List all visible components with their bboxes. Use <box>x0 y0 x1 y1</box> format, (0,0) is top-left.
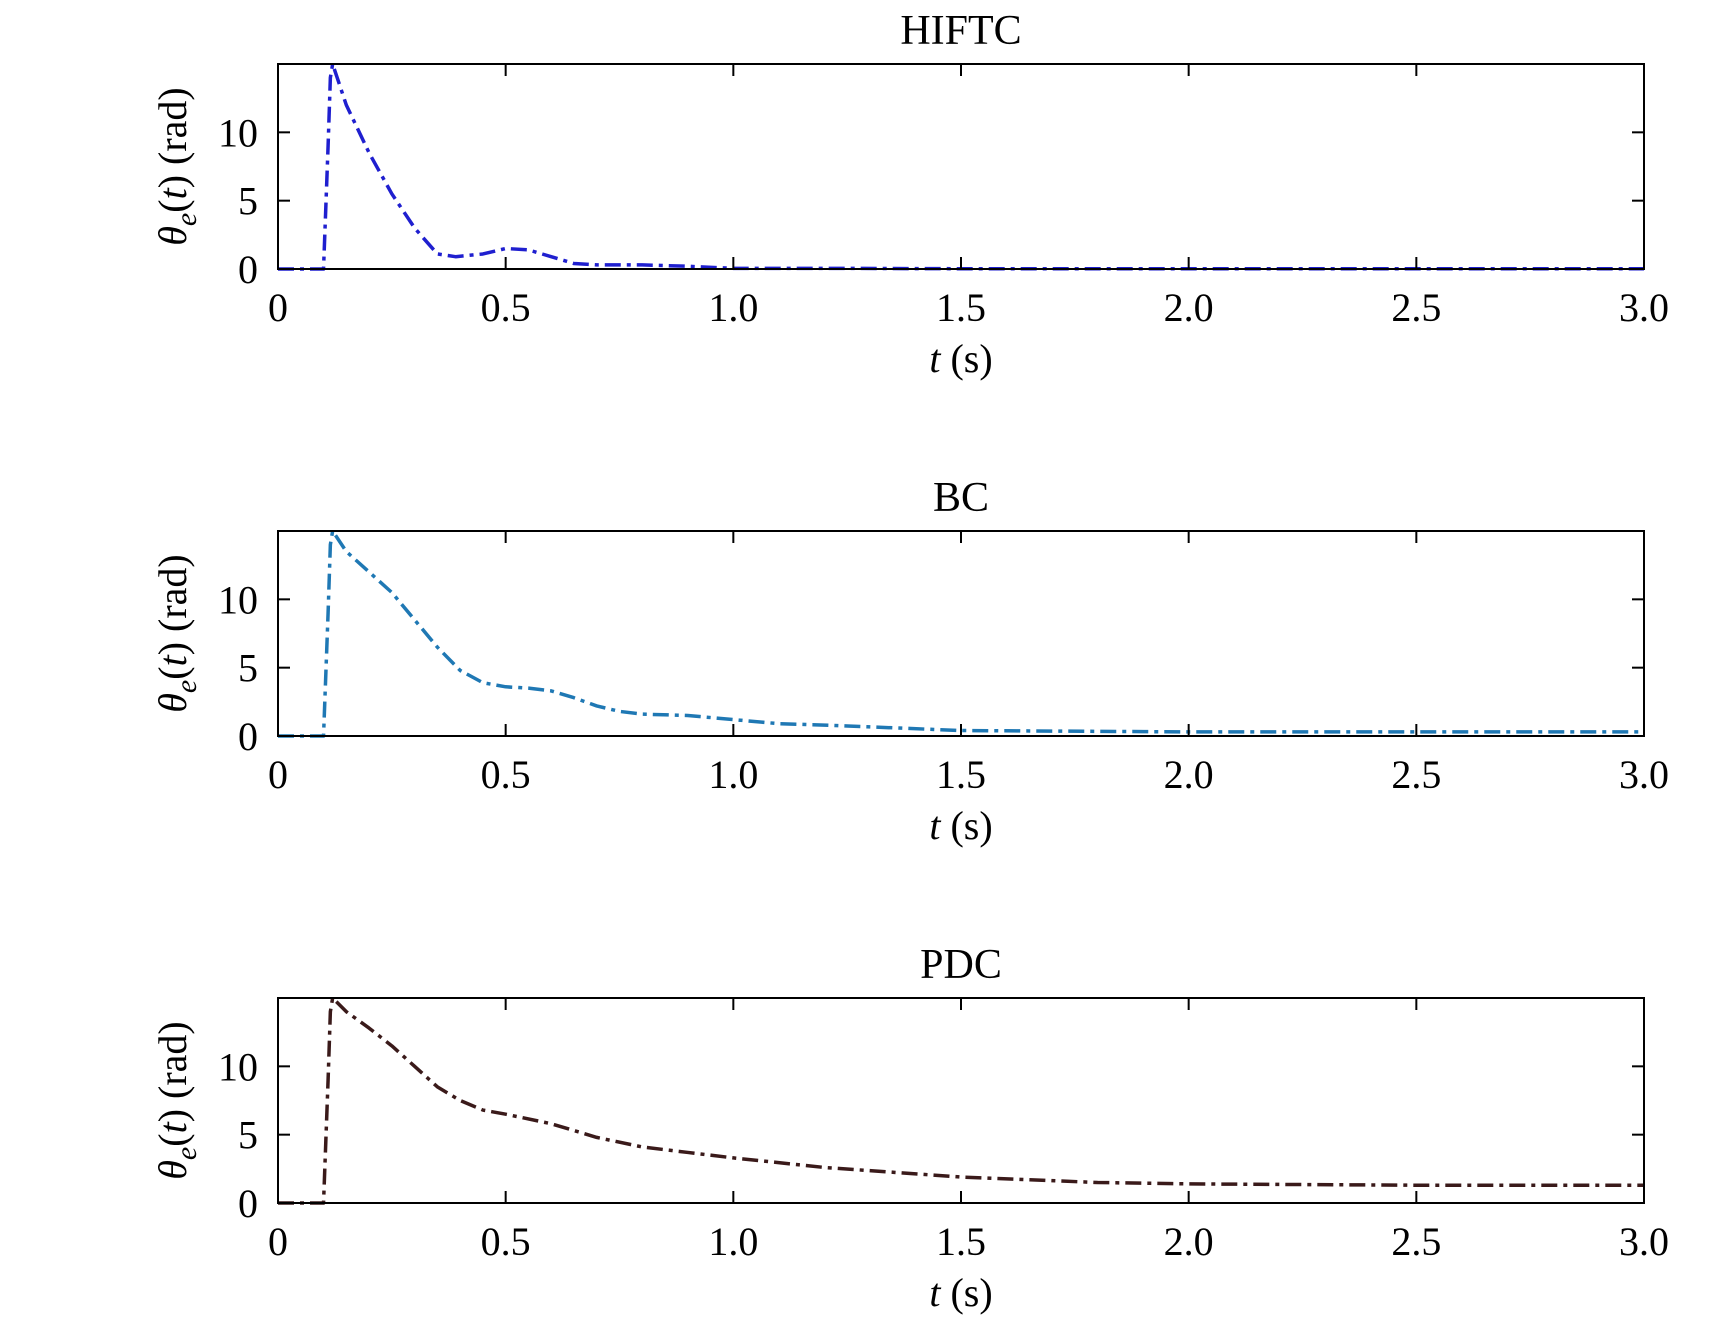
y-tick-label: 10 <box>218 577 258 622</box>
series-line <box>278 996 1644 1205</box>
y-tick-label: 5 <box>238 179 258 224</box>
x-tick-label: 1.5 <box>936 285 986 330</box>
y-axis-label: θe(t) (rad) <box>150 554 203 712</box>
x-tick-label: 0 <box>268 752 288 797</box>
x-tick-label: 3.0 <box>1619 285 1669 330</box>
chart-title: HIFTC <box>900 8 1021 54</box>
chart-panel-bc: BC 0 0.5 1.0 1.5 2.0 2.5 3.0 0 5 10 t (s) θe(t) (rad… <box>150 475 1669 848</box>
x-tick-label: 1.0 <box>708 752 758 797</box>
x-tick-label: 2.5 <box>1391 1219 1441 1264</box>
y-axis-label: θe(t) (rad) <box>150 87 203 245</box>
y-tick-label: 0 <box>238 714 258 759</box>
x-tick-label: 1.5 <box>936 1219 986 1264</box>
x-tick-label: 2.0 <box>1164 285 1214 330</box>
chart-panel-hiftc: HIFTC 0 0.5 1.0 1.5 2.0 2.5 3.0 0 5 10 t (s) θe(t) (… <box>150 8 1669 381</box>
y-tick-label: 5 <box>238 646 258 691</box>
x-tick-label: 0.5 <box>481 752 531 797</box>
y-tick-label: 10 <box>218 1044 258 1089</box>
x-tick-label: 1.5 <box>936 752 986 797</box>
series-line <box>278 529 1644 738</box>
x-axis-label: t (s) <box>929 1270 992 1315</box>
chart-title: BC <box>933 475 989 521</box>
series-line <box>278 62 1644 271</box>
x-tick-label: 0.5 <box>481 285 531 330</box>
x-tick-label: 1.0 <box>708 285 758 330</box>
x-tick-label: 2.5 <box>1391 752 1441 797</box>
x-tick-label: 3.0 <box>1619 1219 1669 1264</box>
x-tick-label: 3.0 <box>1619 752 1669 797</box>
y-tick-label: 5 <box>238 1113 258 1158</box>
y-axis-label: θe(t) (rad) <box>150 1021 203 1179</box>
x-axis-label: t (s) <box>929 336 992 381</box>
x-axis-label: t (s) <box>929 803 992 848</box>
y-tick-label: 0 <box>238 1181 258 1226</box>
x-tick-label: 0 <box>268 1219 288 1264</box>
y-tick-label: 0 <box>238 247 258 292</box>
y-tick-label: 10 <box>218 110 258 155</box>
x-tick-label: 0 <box>268 285 288 330</box>
x-tick-label: 2.5 <box>1391 285 1441 330</box>
x-tick-label: 2.0 <box>1164 1219 1214 1264</box>
x-tick-label: 0.5 <box>481 1219 531 1264</box>
x-tick-label: 2.0 <box>1164 752 1214 797</box>
chart-panel-pdc: PDC 0 0.5 1.0 1.5 2.0 2.5 3.0 0 5 10 t (s) θe(t) (ra… <box>150 942 1669 1315</box>
x-tick-label: 1.0 <box>708 1219 758 1264</box>
chart-title: PDC <box>920 942 1002 988</box>
